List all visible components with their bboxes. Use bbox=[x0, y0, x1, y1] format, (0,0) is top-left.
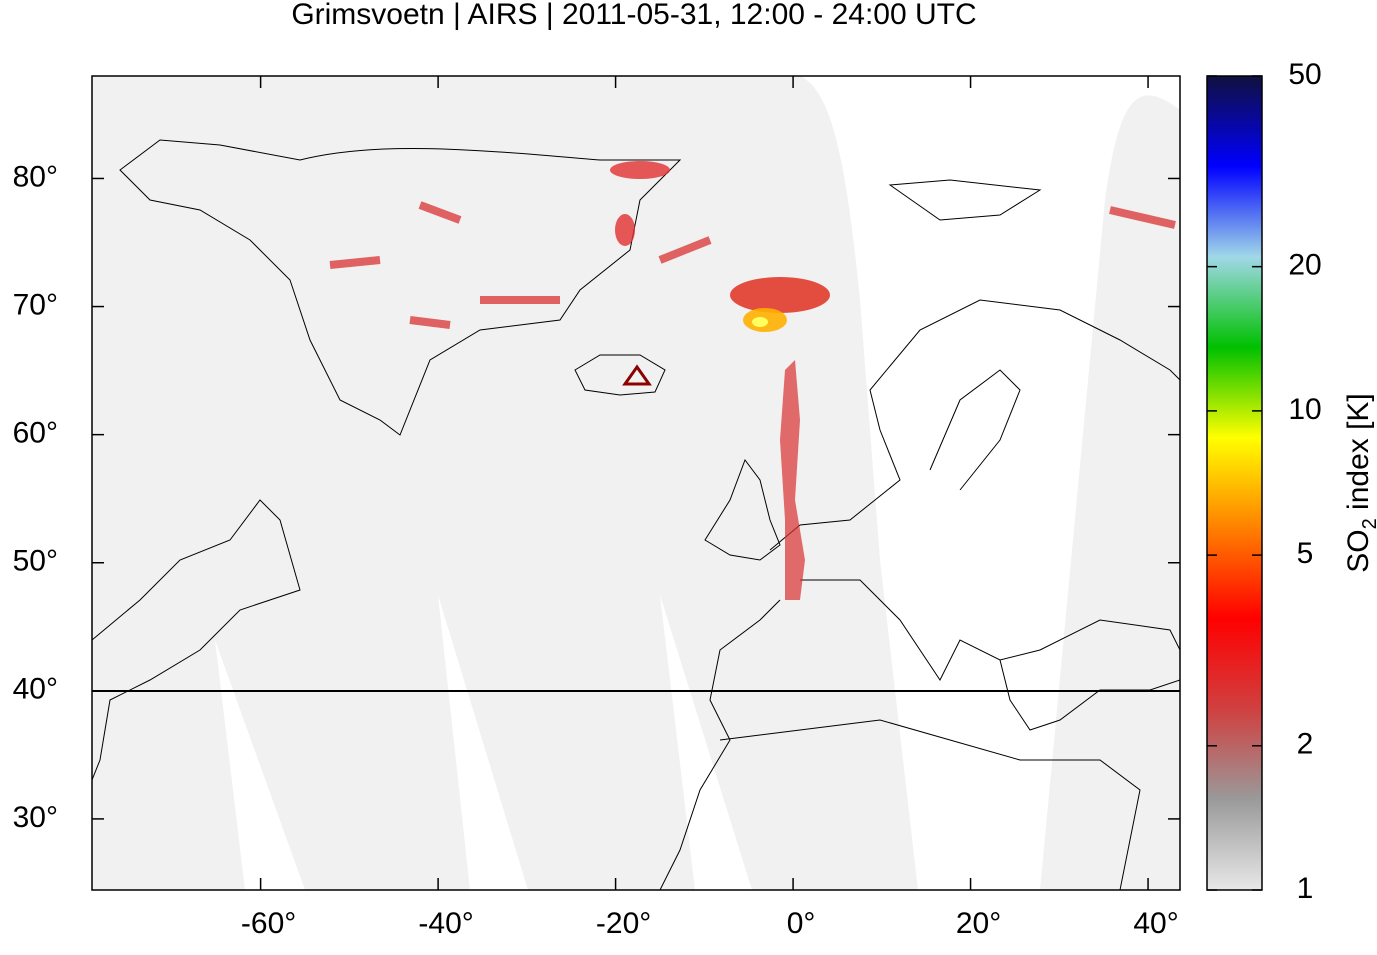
colorbar-label-part: SO bbox=[1342, 529, 1375, 572]
colorbar-label-sub: 2 bbox=[1359, 518, 1377, 529]
colorbar-tick-label: 20 bbox=[1288, 249, 1321, 282]
x-tick-label: 0° bbox=[787, 907, 816, 940]
swath-gap bbox=[438, 595, 528, 890]
colorbar-tick-label: 1 bbox=[1297, 872, 1314, 905]
x-tick-label: -60° bbox=[241, 907, 296, 940]
y-tick-label: 30° bbox=[13, 801, 58, 834]
colorbar-tick-label: 2 bbox=[1297, 728, 1314, 761]
x-tick-label: 20° bbox=[956, 907, 1001, 940]
swath-gap bbox=[215, 640, 305, 890]
x-tick-label: 40° bbox=[1133, 907, 1178, 940]
y-tick-label: 40° bbox=[13, 673, 58, 706]
colorbar-label: SO2 index [K] bbox=[1342, 393, 1377, 573]
swath-gap bbox=[660, 595, 752, 890]
swath-gap bbox=[800, 76, 1180, 890]
colorbar-tick-label: 5 bbox=[1297, 537, 1314, 570]
colorbar-label-part: index [K] bbox=[1342, 393, 1375, 518]
y-tick-label: 50° bbox=[13, 545, 58, 578]
y-tick-label: 70° bbox=[13, 288, 58, 321]
map-area bbox=[92, 76, 1180, 890]
volcano-marker bbox=[622, 364, 652, 386]
x-tick-label: -20° bbox=[596, 907, 651, 940]
x-tick-label: -40° bbox=[418, 907, 473, 940]
map-frame bbox=[91, 75, 1181, 891]
colorbar bbox=[1206, 75, 1263, 891]
so2-plumes bbox=[329, 161, 1176, 600]
chart-title: Grimsvoetn | AIRS | 2011-05-31, 12:00 - … bbox=[291, 0, 976, 31]
colorbar-tick-label: 10 bbox=[1288, 393, 1321, 426]
y-tick-label: 80° bbox=[13, 160, 58, 193]
colorbar-tick-label: 50 bbox=[1288, 58, 1321, 91]
y-tick-label: 60° bbox=[13, 417, 58, 450]
